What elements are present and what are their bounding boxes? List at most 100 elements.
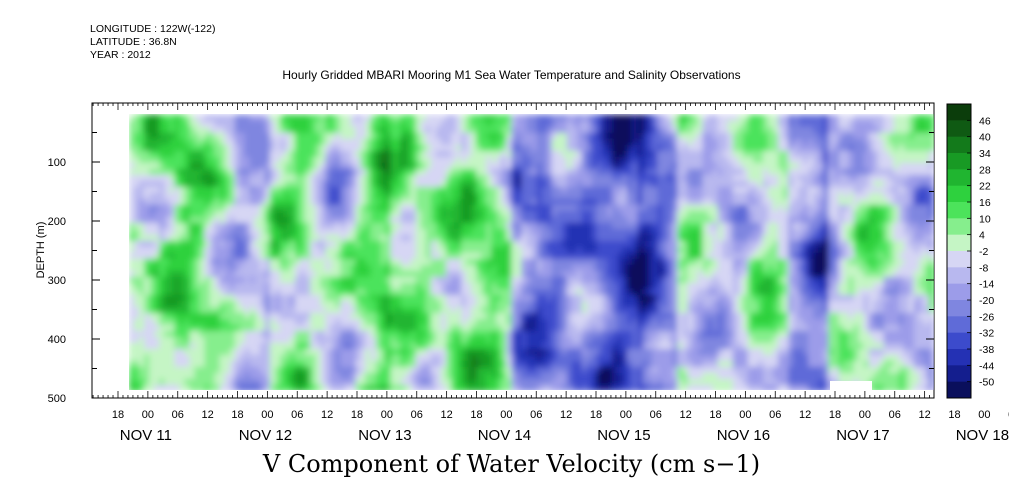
velocity-cell xyxy=(647,216,653,224)
velocity-cell xyxy=(164,198,170,206)
velocity-cell xyxy=(461,384,467,390)
velocity-cell xyxy=(531,192,538,200)
velocity-cell xyxy=(667,156,673,164)
velocity-cell xyxy=(451,192,457,200)
velocity-cell xyxy=(420,174,427,182)
velocity-cell xyxy=(400,276,407,284)
velocity-cell xyxy=(154,384,160,390)
velocity-cell xyxy=(249,216,256,224)
velocity-cell xyxy=(632,120,638,128)
velocity-cell xyxy=(420,228,427,236)
velocity-cell xyxy=(566,348,573,356)
velocity-cell xyxy=(662,300,668,308)
velocity-cell xyxy=(234,150,241,158)
velocity-cell xyxy=(269,366,276,374)
velocity-cell xyxy=(295,318,301,326)
velocity-cell xyxy=(476,150,482,158)
velocity-cell xyxy=(400,366,407,374)
velocity-cell xyxy=(239,312,246,320)
velocity-cell xyxy=(149,384,155,390)
velocity-cell xyxy=(551,168,558,176)
velocity-cell xyxy=(506,210,512,218)
velocity-cell xyxy=(435,234,442,242)
velocity-cell xyxy=(526,144,533,152)
velocity-cell xyxy=(501,276,507,284)
velocity-cell xyxy=(385,222,392,230)
velocity-cell xyxy=(335,324,341,332)
velocity-cell xyxy=(511,264,518,272)
velocity-cell xyxy=(204,138,211,146)
velocity-cell xyxy=(174,192,180,200)
velocity-cell xyxy=(531,324,538,332)
velocity-cell xyxy=(149,168,155,176)
velocity-cell xyxy=(647,378,653,386)
velocity-cell xyxy=(496,252,502,260)
velocity-cell xyxy=(657,216,663,224)
velocity-cell xyxy=(345,300,351,308)
velocity-cell xyxy=(576,336,583,344)
velocity-cell xyxy=(476,366,482,374)
velocity-cell xyxy=(481,342,487,350)
velocity-cell xyxy=(536,186,543,194)
velocity-cell xyxy=(612,354,618,362)
velocity-cell xyxy=(491,246,497,254)
velocity-cell xyxy=(637,330,643,338)
velocity-cell xyxy=(440,252,447,260)
velocity-cell xyxy=(596,348,603,356)
velocity-cell xyxy=(229,384,236,390)
velocity-cell xyxy=(305,198,311,206)
velocity-cell xyxy=(425,324,432,332)
velocity-cell xyxy=(330,252,336,260)
velocity-cell xyxy=(370,192,377,200)
velocity-cell xyxy=(129,246,135,254)
velocity-cell xyxy=(435,210,442,218)
velocity-cell xyxy=(224,330,231,338)
velocity-cell xyxy=(365,150,372,158)
velocity-cell xyxy=(451,258,457,266)
velocity-cell xyxy=(571,222,578,230)
velocity-cell xyxy=(330,216,336,224)
velocity-cell xyxy=(134,366,140,374)
velocity-cell xyxy=(637,288,643,296)
velocity-cell xyxy=(511,306,518,314)
velocity-cell xyxy=(521,168,528,176)
velocity-cell xyxy=(169,336,175,344)
velocity-cell xyxy=(481,372,487,380)
velocity-cell xyxy=(491,312,497,320)
velocity-cell xyxy=(249,252,256,260)
velocity-cell xyxy=(526,162,533,170)
velocity-cell xyxy=(566,264,573,272)
velocity-cell xyxy=(355,348,362,356)
velocity-cell xyxy=(144,198,150,206)
velocity-cell xyxy=(189,372,196,380)
velocity-cell xyxy=(617,234,623,242)
velocity-cell xyxy=(249,240,256,248)
velocity-cell xyxy=(471,132,477,140)
velocity-cell xyxy=(501,126,507,134)
velocity-cell xyxy=(461,330,467,338)
velocity-cell xyxy=(174,156,180,164)
velocity-cell xyxy=(390,264,397,272)
velocity-cell xyxy=(395,372,402,380)
velocity-cell xyxy=(425,174,432,182)
velocity-cell xyxy=(476,360,482,368)
velocity-cell xyxy=(506,246,512,254)
velocity-cell xyxy=(315,372,321,380)
velocity-cell xyxy=(219,192,226,200)
velocity-cell xyxy=(521,126,528,134)
velocity-cell xyxy=(320,288,326,296)
velocity-cell xyxy=(591,228,598,236)
velocity-cell xyxy=(365,366,372,374)
velocity-cell xyxy=(204,360,211,368)
velocity-cell xyxy=(405,180,412,188)
velocity-cell xyxy=(345,270,351,278)
velocity-cell xyxy=(264,342,271,350)
velocity-cell xyxy=(184,366,190,374)
velocity-cell xyxy=(456,174,462,182)
velocity-cell xyxy=(521,162,528,170)
velocity-cell xyxy=(476,270,482,278)
velocity-cell xyxy=(194,378,201,386)
velocity-cell xyxy=(209,168,216,176)
velocity-cell xyxy=(264,120,271,128)
velocity-cell xyxy=(637,252,643,260)
